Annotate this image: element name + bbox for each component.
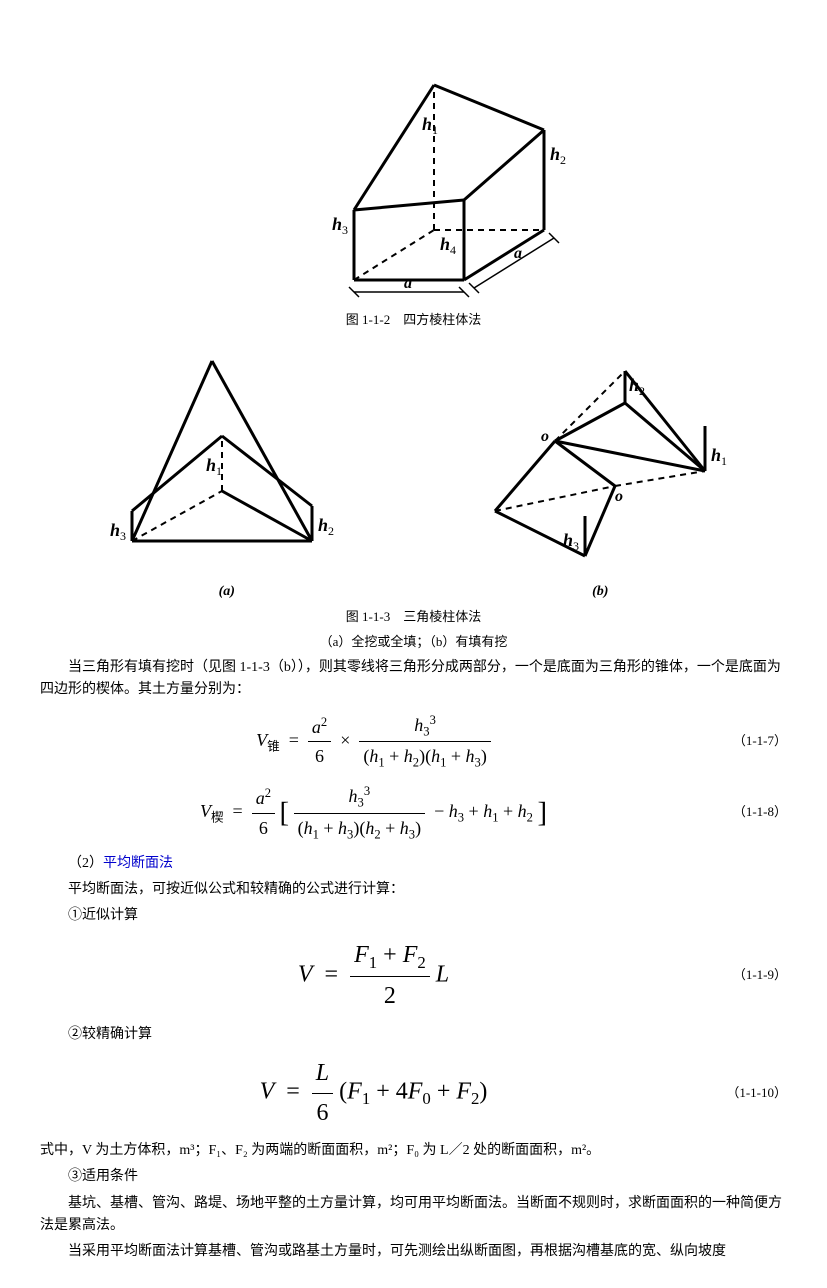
eq-1-1-9: V = F1 + F2 2 L （1-1-9） [40, 936, 787, 1016]
svg-text:a: a [514, 245, 522, 262]
eq-1-1-7-num: （1-1-7） [707, 731, 787, 752]
item-2: ②较精确计算 [40, 1024, 787, 1046]
eq-1-1-10-num: （1-1-10） [707, 1083, 787, 1104]
svg-text:3: 3 [573, 539, 579, 553]
para-avg-desc: 平均断面法，可按近似公式和较精确的公式进行计算： [40, 879, 787, 901]
svg-text:3: 3 [120, 529, 126, 543]
svg-text:2: 2 [639, 384, 645, 398]
item-1: ①近似计算 [40, 905, 787, 927]
para-where: 式中，V 为土方体积，m³；F₁、F₂ 为两端的断面面积，m²；F₀ 为 L／2… [40, 1140, 787, 1162]
item-3: ③适用条件 [40, 1166, 787, 1188]
eq-1-1-10: V = L6 (F1 + 4F0 + F2) （1-1-10） [40, 1054, 787, 1132]
svg-text:h: h [629, 375, 639, 395]
prism-quad-svg: h1 h2 h3 h4 a a [254, 30, 574, 300]
svg-text:h: h [550, 144, 560, 164]
svg-text:1: 1 [216, 464, 222, 478]
svg-text:o: o [541, 428, 549, 445]
svg-text:o: o [615, 488, 623, 505]
avg-section-link[interactable]: 平均断面法 [103, 856, 173, 871]
para-applicable: 基坑、基槽、管沟、路堤、场地平整的土方量计算，均可用平均断面法。当断面不规则时，… [40, 1193, 787, 1238]
svg-text:h: h [206, 455, 216, 475]
tri-prism-b-svg: o o h1 h2 h3 [455, 341, 735, 571]
svg-text:h: h [563, 530, 573, 550]
eq-1-1-7: V锥 = a26 × h33 (h1 + h2)(h1 + h3) （1-1-7… [40, 710, 787, 773]
fig-a-label: (a) [219, 581, 235, 603]
svg-text:2: 2 [560, 153, 566, 167]
figure-1-1-2: h1 h2 h3 h4 a a [40, 30, 787, 300]
svg-text:a: a [404, 275, 412, 292]
figure-1-1-3-subcaption: （a）全挖或全填；（b）有填有挖 [40, 632, 787, 653]
svg-text:1: 1 [432, 123, 438, 137]
svg-text:1: 1 [721, 454, 727, 468]
tri-prism-a-svg: h1 h2 h3 [92, 341, 352, 571]
eq-1-1-8-num: （1-1-8） [707, 802, 787, 823]
svg-text:h: h [318, 515, 328, 535]
svg-text:h: h [711, 445, 721, 465]
svg-text:h: h [110, 520, 120, 540]
figure-1-1-3: h1 h2 h3 o o h1 h2 h3 [40, 341, 787, 571]
svg-text:4: 4 [450, 243, 456, 257]
fig-b-label: (b) [592, 581, 608, 603]
svg-text:2: 2 [328, 524, 334, 538]
figure-1-1-3-caption: 图 1-1-3 三角棱柱体法 [40, 607, 787, 628]
svg-text:h: h [440, 234, 450, 254]
svg-text:h: h [332, 214, 342, 234]
eq-1-1-9-num: （1-1-9） [707, 965, 787, 986]
eq-1-1-8: V楔 = a26 [ h33 (h1 + h3)(h2 + h3) − h3 +… [40, 781, 787, 844]
svg-text:h: h [422, 114, 432, 134]
figure-1-1-3-sublabels: (a) (b) [40, 581, 787, 603]
para-tri-desc: 当三角形有填有挖时（见图 1-1-3（b）），则其零线将三角形分成两部分，一个是… [40, 657, 787, 702]
para-last: 当采用平均断面法计算基槽、管沟或路基土方量时，可先测绘出纵断面图，再根据沟槽基底… [40, 1241, 787, 1263]
figure-1-1-2-caption: 图 1-1-2 四方棱柱体法 [40, 310, 787, 331]
section-2-heading: （2）平均断面法 [40, 853, 787, 875]
svg-text:3: 3 [342, 223, 348, 237]
